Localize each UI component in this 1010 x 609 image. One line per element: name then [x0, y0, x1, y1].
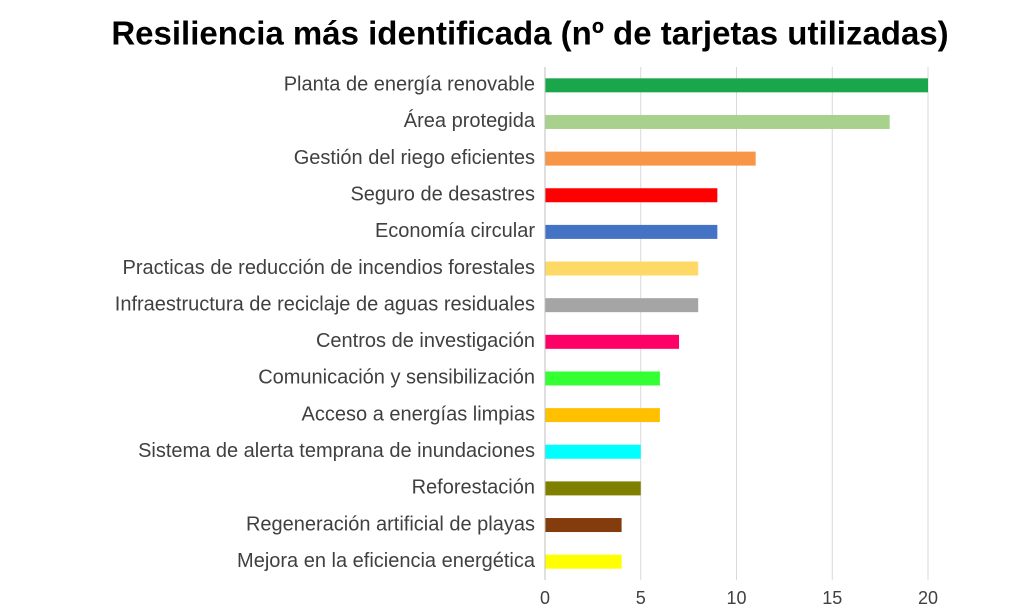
bar: [545, 114, 890, 129]
bar: [545, 554, 622, 569]
chart-title: Resiliencia más identificada (nº de tarj…: [111, 15, 948, 52]
y-tick-label: Área protegida: [404, 109, 536, 132]
y-tick-label: Planta de energía renovable: [284, 74, 535, 96]
x-tick-label: 5: [636, 588, 646, 608]
y-tick-label: Comunicación y sensibilización: [258, 367, 535, 389]
y-tick-label: Reforestación: [412, 477, 535, 499]
y-tick-label: Seguro de desastres: [350, 184, 535, 206]
bar: [545, 444, 641, 459]
bar: [545, 188, 718, 203]
bar: [545, 481, 641, 496]
y-tick-label: Regeneración artificial de playas: [246, 513, 535, 535]
x-tick-label: 10: [726, 588, 746, 608]
bar: [545, 298, 699, 313]
y-tick-label: Economía circular: [375, 220, 535, 242]
y-tick-label: Mejora en la eficiencia energética: [237, 550, 536, 572]
y-tick-label: Gestión del riego eficientes: [294, 147, 535, 169]
y-tick-label: Infraestructura de reciclaje de aguas re…: [115, 293, 535, 315]
bar: [545, 261, 699, 276]
bar: [545, 334, 680, 349]
bar: [545, 408, 660, 423]
bar: [545, 371, 660, 386]
bar: [545, 151, 756, 166]
x-tick-label: 0: [540, 588, 550, 608]
y-tick-label: Centros de investigación: [316, 330, 535, 352]
x-tick-label: 15: [822, 588, 842, 608]
bar: [545, 224, 718, 239]
y-tick-label: Practicas de reducción de incendios fore…: [123, 257, 535, 279]
y-tick-label: Sistema de alerta temprana de inundacion…: [138, 440, 535, 462]
bar: [545, 518, 622, 533]
y-tick-label: Acceso a energías limpias: [302, 403, 535, 425]
bar: [545, 78, 928, 93]
x-tick-label: 20: [918, 588, 938, 608]
